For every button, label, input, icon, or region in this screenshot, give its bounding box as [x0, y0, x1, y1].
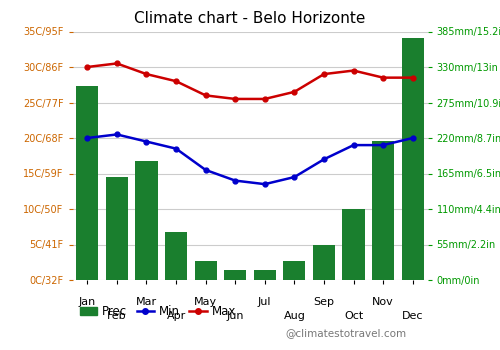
Bar — [165, 232, 187, 280]
Bar — [342, 209, 364, 280]
Bar — [372, 141, 394, 280]
Text: Jun: Jun — [226, 310, 244, 321]
Text: Aug: Aug — [284, 310, 306, 321]
Text: Jan: Jan — [78, 297, 96, 307]
Bar — [224, 270, 246, 280]
Text: Feb: Feb — [107, 310, 126, 321]
Bar — [254, 270, 276, 280]
Text: @climatestotravel.com: @climatestotravel.com — [285, 328, 406, 338]
Bar — [136, 161, 158, 280]
Title: Climate chart - Belo Horizonte: Climate chart - Belo Horizonte — [134, 11, 366, 26]
Text: Sep: Sep — [314, 297, 334, 307]
Bar — [284, 261, 306, 280]
Text: Nov: Nov — [372, 297, 394, 307]
Bar — [402, 38, 424, 280]
Bar — [106, 177, 128, 280]
Text: Mar: Mar — [136, 297, 157, 307]
Text: Oct: Oct — [344, 310, 363, 321]
Legend: Prec, Min, Max: Prec, Min, Max — [75, 300, 241, 323]
Bar — [76, 86, 98, 280]
Text: Jul: Jul — [258, 297, 272, 307]
Bar — [313, 245, 335, 280]
Text: Apr: Apr — [166, 310, 186, 321]
Bar — [194, 261, 216, 280]
Text: May: May — [194, 297, 217, 307]
Text: Dec: Dec — [402, 310, 423, 321]
